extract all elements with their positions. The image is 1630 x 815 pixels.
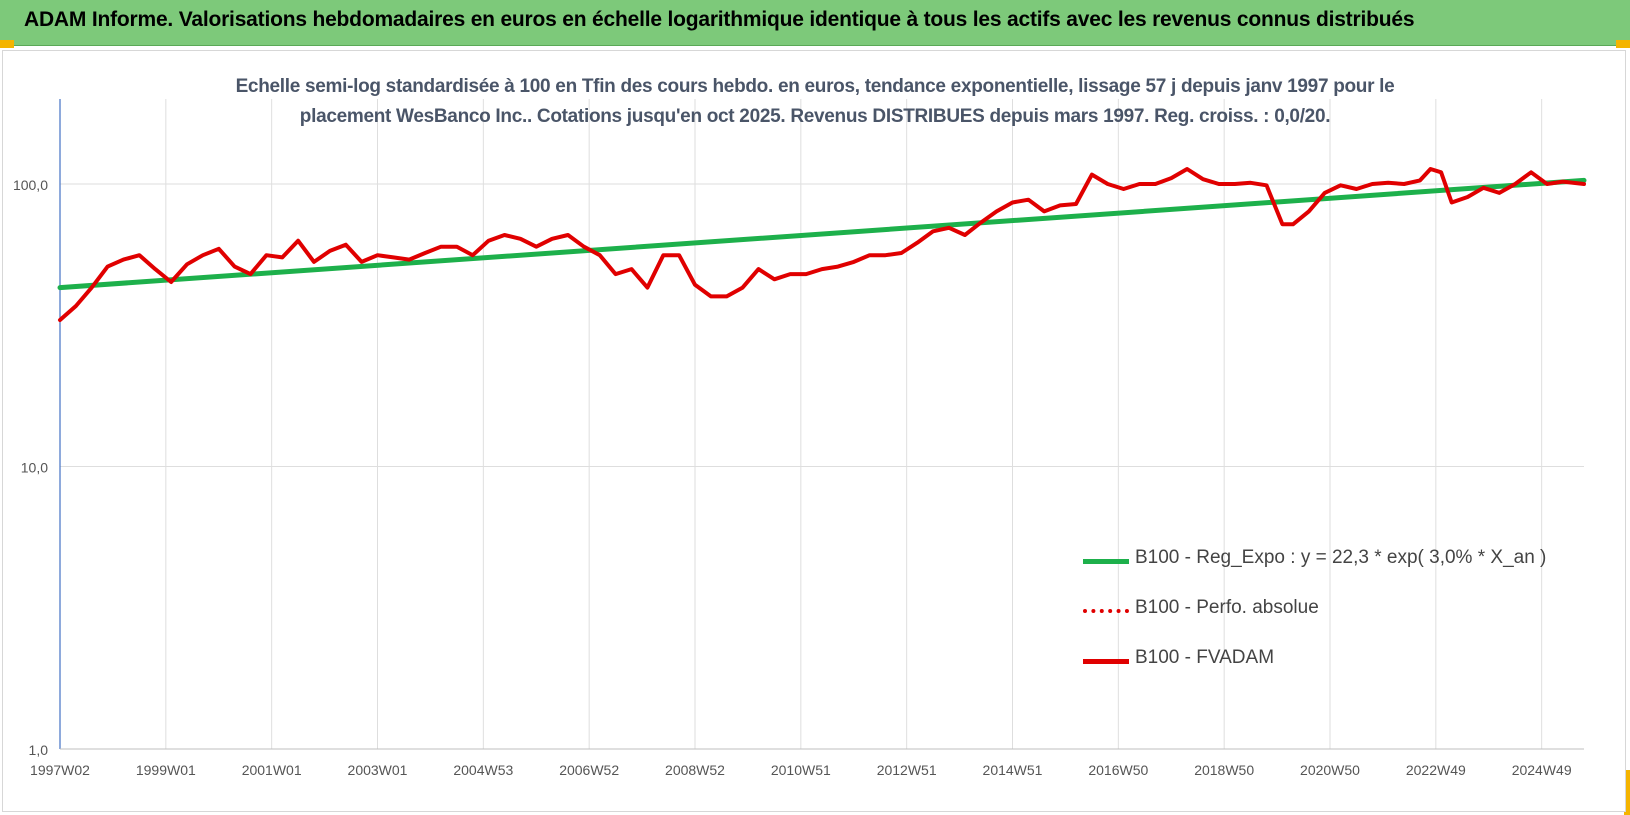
x-tick-label: 2001W01 (242, 762, 302, 778)
corner-marker-top-left (0, 40, 14, 48)
corner-marker-top-right (1616, 40, 1630, 48)
y-tick-label: 1,0 (29, 742, 49, 758)
x-tick-label: 2004W53 (453, 762, 513, 778)
x-tick-label: 2003W01 (348, 762, 408, 778)
regression-line (57, 177, 1587, 291)
x-tick-label: 2014W51 (983, 762, 1043, 778)
legend-swatch-fvadam (1083, 659, 1129, 664)
legend-label-regression: B100 - Reg_Expo : y = 22,3 * exp( 3,0% *… (1135, 547, 1547, 568)
legend-label-perfo-absolue: B100 - Perfo. absolue (1135, 597, 1319, 618)
x-tick-label: 2008W52 (665, 762, 725, 778)
chart-frame (2, 50, 1626, 812)
x-tick-label: 1999W01 (136, 762, 196, 778)
x-tick-label: 2018W50 (1194, 762, 1254, 778)
y-tick-label: 100,0 (13, 177, 48, 193)
chart-subtitle: Echelle semi-log standardisée à 100 en T… (190, 72, 1440, 132)
corner-marker-bottom-right (1624, 770, 1630, 815)
x-tick-label: 2012W51 (877, 762, 937, 778)
chart-subtitle-line-1: Echelle semi-log standardisée à 100 en T… (235, 76, 1395, 97)
legend-swatch-regression (1083, 559, 1129, 564)
x-tick-label: 2024W49 (1512, 762, 1572, 778)
x-tick-label: 1997W02 (30, 762, 90, 778)
x-tick-label: 2020W50 (1300, 762, 1360, 778)
report-title: ADAM Informe. Valorisations hebdomadaire… (24, 8, 1415, 31)
chart-subtitle-line-2: placement WesBanco Inc.. Cotations jusqu… (299, 106, 1331, 127)
x-tick-label: 2022W49 (1406, 762, 1466, 778)
x-tick-label: 2010W51 (771, 762, 831, 778)
x-tick-label: 2006W52 (559, 762, 619, 778)
fvadam-line (58, 167, 1586, 322)
legend-swatch-perfo-absolue (1083, 609, 1129, 613)
y-tick-label: 10,0 (21, 460, 48, 476)
legend-label-fvadam: B100 - FVADAM (1135, 647, 1275, 668)
x-tick-label: 2016W50 (1088, 762, 1148, 778)
report-banner: ADAM Informe. Valorisations hebdomadaire… (0, 0, 1630, 46)
